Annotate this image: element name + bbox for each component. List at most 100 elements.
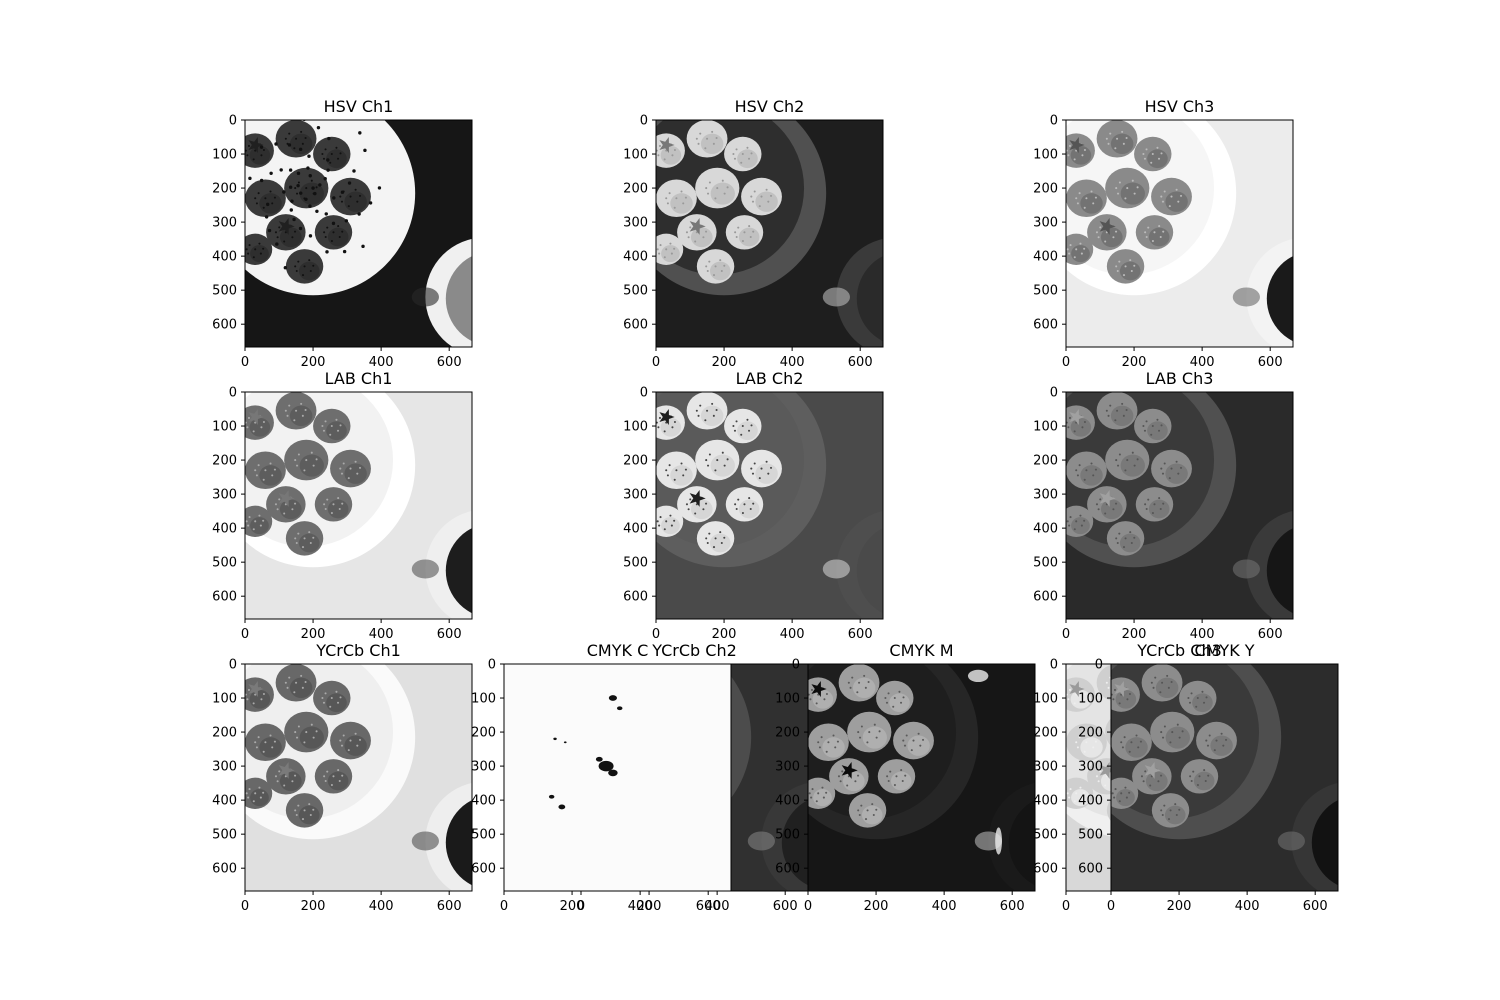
- strawberry-seed: [1154, 676, 1157, 679]
- strawberry-seed: [1157, 780, 1160, 783]
- strawberry-seed: [301, 818, 305, 821]
- channel-image: [656, 392, 883, 619]
- noise-dot: [288, 168, 293, 172]
- strawberry-shade: [737, 149, 758, 169]
- strawberry-seed: [273, 740, 276, 743]
- strawberry-seed: [1149, 784, 1152, 787]
- channel-blob: [558, 804, 566, 810]
- strawberry-seed: [1075, 197, 1078, 200]
- strawberry-seed: [293, 419, 296, 422]
- strawberry-seed: [301, 142, 304, 145]
- strawberry-seed: [301, 686, 304, 689]
- strawberry-seed: [895, 775, 898, 778]
- x-tick-label: 600: [1258, 627, 1283, 642]
- strawberry-seed: [697, 414, 700, 417]
- strawberry-shade: [660, 145, 682, 165]
- x-tick-label: 600: [773, 899, 798, 914]
- strawberry-shade: [1070, 145, 1092, 165]
- y-tick-label: 500: [212, 556, 237, 571]
- strawberry-seed: [303, 809, 306, 812]
- strawberry-seed: [749, 507, 752, 511]
- strawberry-seed: [288, 676, 291, 679]
- strawberry-seed: [1205, 696, 1208, 699]
- cup-liquid: [781, 800, 808, 886]
- strawberry-seed: [341, 774, 344, 777]
- strawberry-seed: [732, 425, 735, 428]
- y-tick-label: 500: [1033, 284, 1058, 299]
- strawberry-seed: [872, 814, 875, 817]
- strawberry-seed: [695, 409, 698, 412]
- strawberry-seed: [1073, 702, 1076, 705]
- strawberry-seed: [1078, 192, 1081, 195]
- strawberry-seed: [815, 800, 818, 803]
- y-tick-label: 400: [623, 522, 648, 537]
- strawberry-seed: [1142, 425, 1145, 428]
- strawberry-seed: [1160, 152, 1163, 155]
- strawberry-seed: [296, 736, 299, 739]
- strawberry-seed: [1115, 265, 1118, 268]
- x-tick-label: 200: [1122, 355, 1147, 370]
- strawberry-seed: [1206, 744, 1210, 747]
- y-tick-label: 0: [1050, 658, 1058, 673]
- strawberry-seed: [697, 142, 700, 145]
- strawberry-seed: [330, 512, 333, 515]
- strawberry-seed: [917, 732, 920, 735]
- strawberry-seed: [1143, 429, 1147, 432]
- strawberry-seed: [337, 157, 340, 160]
- channel-blob: [553, 737, 557, 741]
- strawberry-shade: [250, 517, 269, 535]
- y-tick-label: 400: [212, 250, 237, 265]
- strawberry-seed: [254, 520, 257, 523]
- strawberry-seed: [324, 235, 327, 239]
- strawberry-seed: [1151, 153, 1154, 156]
- strawberry-seed: [1163, 804, 1166, 807]
- strawberry-seed: [723, 464, 726, 467]
- strawberry-seed: [1121, 130, 1124, 133]
- strawberry-shade: [250, 789, 269, 807]
- x-tick-label: 600: [1258, 355, 1283, 370]
- strawberry-seed: [726, 186, 729, 189]
- x-tick-label: 400: [1190, 355, 1215, 370]
- cup-rim: [1291, 782, 1338, 891]
- strawberry-seed: [310, 451, 313, 454]
- strawberry-seed: [1118, 453, 1121, 456]
- x-tick-label: 200: [301, 627, 326, 642]
- y-tick-label: 600: [775, 862, 800, 877]
- spoon: [822, 287, 850, 307]
- strawberry-seed: [1124, 197, 1127, 200]
- strawberry-seed: [324, 507, 327, 511]
- y-tick-label: 200: [775, 726, 800, 741]
- strawberry-seed: [339, 424, 342, 427]
- strawberry-seed: [714, 197, 717, 200]
- strawberry-seed: [841, 770, 844, 773]
- strawberry-seed: [354, 732, 357, 735]
- strawberry-seed: [875, 808, 878, 811]
- strawberry-seed: [1130, 270, 1133, 273]
- strawberry-seed: [324, 779, 327, 783]
- strawberry-seed: [707, 464, 710, 467]
- strawberry-seed: [1170, 195, 1173, 198]
- strawberry-seed: [1121, 746, 1124, 749]
- strawberry-seed: [657, 154, 660, 157]
- strawberry-seed: [339, 195, 342, 198]
- strawberry-seed: [1161, 472, 1165, 475]
- subplot-hsv-value: HSV Ch3 0 200 400 600 0 100 200 300 400 500 600: [1033, 97, 1294, 370]
- strawberry-shade: [249, 689, 271, 709]
- strawberry-seed: [255, 474, 258, 477]
- strawberry-seed: [665, 520, 668, 523]
- strawberry-seed: [295, 270, 298, 273]
- strawberry-seed: [1125, 409, 1128, 412]
- spoon: [1277, 831, 1305, 851]
- axes-frame: [655, 391, 884, 620]
- strawberry-seed: [310, 179, 313, 182]
- y-tick-label: 100: [623, 148, 648, 163]
- strawberry-seed: [293, 147, 296, 150]
- strawberry-seed: [825, 692, 828, 696]
- x-tick-label: 0: [1062, 355, 1070, 370]
- strawberry-seed: [1068, 688, 1071, 691]
- noise-dot: [357, 212, 361, 216]
- strawberry-seed: [719, 259, 722, 262]
- strawberry-seed: [901, 779, 904, 783]
- strawberry-seed: [749, 235, 752, 239]
- strawberry-seed: [258, 514, 261, 517]
